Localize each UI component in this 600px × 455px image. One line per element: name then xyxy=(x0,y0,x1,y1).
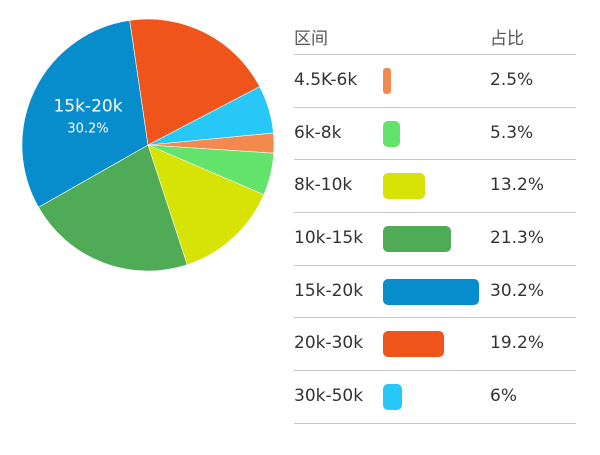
header-range: 区间 xyxy=(294,29,328,49)
table-header: 区间 占比 xyxy=(294,18,576,55)
table-row: 6k-8k 5.3% xyxy=(294,108,576,161)
table-row: 8k-10k 13.2% xyxy=(294,160,576,214)
pie-chart: 15k-20k 30.2% xyxy=(21,18,275,272)
table-body: 4.5K-6k 2.5% 6k-8k 5.3% 8k-10k 13.2% 10k-15k 21… xyxy=(294,55,576,424)
pie-slice xyxy=(147,144,265,266)
share-value: 6% xyxy=(490,386,517,407)
pie-slice xyxy=(129,18,261,146)
share-value: 5.3% xyxy=(490,122,534,143)
header-share: 占比 xyxy=(490,29,524,49)
pie-slice xyxy=(38,144,188,272)
salary-distribution-table: 区间 占比 4.5K-6k 2.5% 6k-8k 5.3% 8k-10k 13.2% 10k… xyxy=(294,18,576,424)
table-row: 15k-20k 30.2% xyxy=(294,266,576,319)
share-bar xyxy=(383,173,425,200)
pie-slice xyxy=(21,19,149,208)
share-value: 21.3% xyxy=(490,228,545,249)
slice-value-label: 30.2% xyxy=(67,122,108,137)
pie-slice xyxy=(147,86,274,146)
range-label: 4.5K-6k xyxy=(294,70,358,90)
share-bar xyxy=(383,68,391,94)
share-bar xyxy=(383,120,400,147)
share-value: 2.5% xyxy=(490,70,534,90)
share-bar xyxy=(383,226,451,253)
range-label: 30k-50k xyxy=(294,386,364,407)
table-row: 4.5K-6k 2.5% xyxy=(294,55,576,108)
table-row: 30k-50k 6% xyxy=(294,371,576,424)
range-label: 10k-15k xyxy=(294,228,364,249)
range-label: 20k-30k xyxy=(294,333,364,354)
range-label: 8k-10k xyxy=(294,175,353,196)
range-label: 6k-8k xyxy=(294,122,342,143)
share-bar xyxy=(383,331,445,358)
table-row: 10k-15k 21.3% xyxy=(294,213,576,266)
share-value: 19.2% xyxy=(490,333,545,354)
share-bar xyxy=(383,278,479,305)
table-row: 20k-30k 19.2% xyxy=(294,318,576,372)
range-label: 15k-20k xyxy=(294,280,364,301)
slice-label: 15k-20k xyxy=(53,97,122,117)
share-value: 30.2% xyxy=(490,280,545,301)
share-value: 13.2% xyxy=(490,175,545,196)
share-bar xyxy=(383,384,403,411)
